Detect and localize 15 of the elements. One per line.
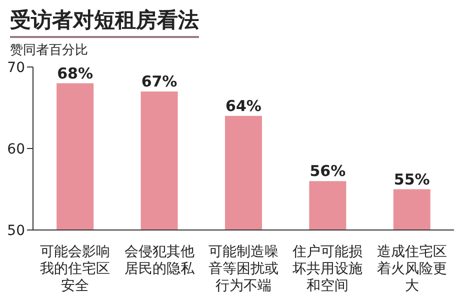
- x-tick-label: 造成住宅区着火风险更大: [376, 244, 447, 294]
- data-label: 64%: [226, 96, 262, 115]
- data-label: 56%: [310, 162, 346, 180]
- x-tick-label: 会侵犯其他居民的隐私: [124, 244, 196, 277]
- data-label: 68%: [57, 64, 94, 82]
- data-label: 55%: [394, 170, 430, 188]
- y-tick-label: 50: [7, 222, 25, 239]
- x-tick-label: 住户可能损坏共用设施和空间: [292, 244, 363, 294]
- x-tick-label: 可能会影响我的住宅区安全: [40, 244, 110, 294]
- data-label: 67%: [141, 72, 178, 90]
- y-tick-label: 60: [7, 141, 25, 158]
- y-axis-title: 赞同者百分比: [10, 42, 88, 59]
- y-tick-label: 70: [7, 60, 25, 76]
- x-tick-label: 可能制造噪音等困扰或行为不端: [208, 244, 278, 294]
- chart-title: 受访者对短租房看法: [10, 6, 199, 38]
